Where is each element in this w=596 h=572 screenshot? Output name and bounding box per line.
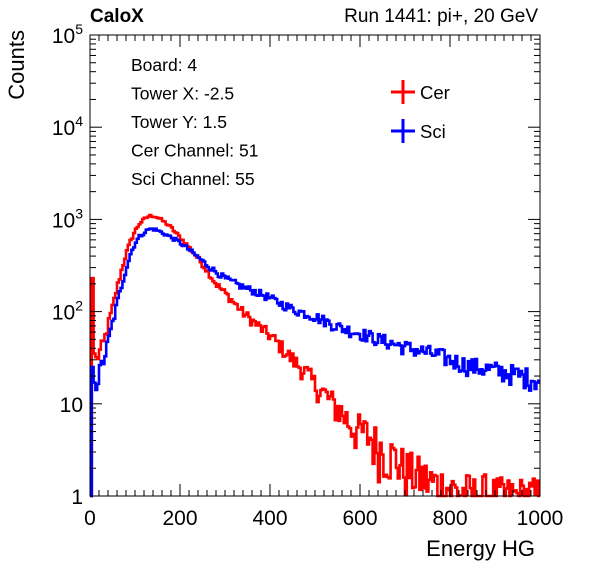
info-line: Sci Channel: 55 bbox=[131, 169, 255, 189]
plot-frame bbox=[89, 34, 541, 497]
axis-ticks bbox=[89, 34, 541, 497]
y-tick-label: 105 bbox=[52, 21, 83, 48]
info-line: Board: 4 bbox=[131, 55, 197, 75]
info-line: Cer Channel: 51 bbox=[131, 141, 258, 161]
series-sci-line bbox=[90, 227, 540, 498]
y-axis-label: Counts bbox=[4, 30, 29, 100]
y-tick-label: 1 bbox=[71, 486, 83, 509]
x-tick-label: 1000 bbox=[517, 507, 564, 530]
x-axis-label: Energy HG bbox=[426, 536, 535, 561]
y-tick-label: 102 bbox=[52, 298, 83, 325]
legend-label: Cer bbox=[420, 82, 450, 103]
info-line: Tower Y: 1.5 bbox=[131, 112, 227, 132]
legend-label: Sci bbox=[420, 121, 446, 142]
x-tick-label: 600 bbox=[342, 507, 377, 530]
axis-tick-labels: 0 200 400 600 800 1000 1 10 102 103 104 105 bbox=[52, 21, 564, 530]
series-traces bbox=[90, 213, 540, 498]
x-tick-label: 800 bbox=[432, 507, 467, 530]
header-right-label: Run 1441: pi+, 20 GeV bbox=[344, 6, 538, 27]
series-cer-line bbox=[90, 213, 540, 498]
x-tick-label: 200 bbox=[162, 507, 197, 530]
y-tick-label: 103 bbox=[52, 205, 83, 232]
run-info-box: Board: 4 Tower X: -2.5 Tower Y: 1.5 Cer Cha… bbox=[131, 55, 258, 189]
info-line: Tower X: -2.5 bbox=[131, 84, 234, 104]
y-tick-label: 10 bbox=[60, 394, 83, 417]
x-tick-label: 0 bbox=[84, 507, 96, 530]
x-tick-label: 400 bbox=[252, 507, 287, 530]
header-left-label: CaloX bbox=[90, 6, 144, 27]
y-tick-label: 104 bbox=[52, 113, 83, 140]
legend: Cer Sci bbox=[391, 80, 450, 143]
